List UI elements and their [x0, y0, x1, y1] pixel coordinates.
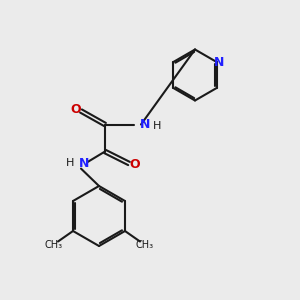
- Text: N: N: [79, 157, 89, 170]
- Text: O: O: [70, 103, 81, 116]
- Text: N: N: [213, 56, 224, 69]
- Text: H: H: [153, 121, 162, 131]
- Text: CH₃: CH₃: [135, 239, 154, 250]
- Text: O: O: [129, 158, 140, 172]
- Text: N: N: [140, 118, 150, 131]
- Text: H: H: [65, 158, 74, 169]
- Text: CH₃: CH₃: [44, 239, 63, 250]
